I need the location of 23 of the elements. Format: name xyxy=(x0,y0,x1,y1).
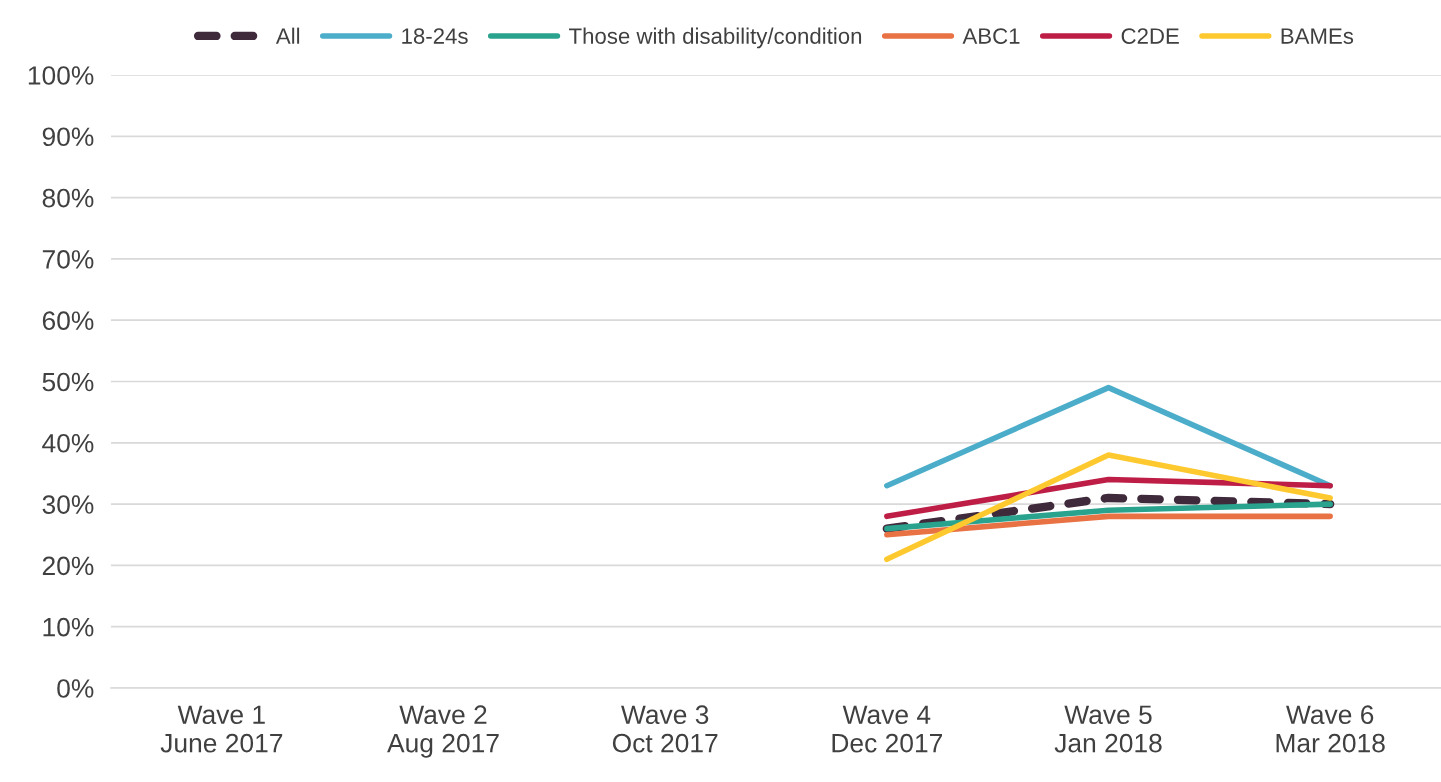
x-tick-label: Wave 5 Jan 2018 xyxy=(1054,705,1162,753)
x-tick-label: Wave 3 Oct 2017 xyxy=(612,705,718,753)
legend-label: BAMEs xyxy=(1281,28,1354,44)
y-tick-label: 90% xyxy=(42,127,94,147)
y-tick-label: 20% xyxy=(42,556,94,576)
x-tick-label: Wave 2 Aug 2017 xyxy=(387,705,499,758)
y-tick-label: 60% xyxy=(42,311,94,331)
y-tick-label: 80% xyxy=(42,188,94,208)
legend-label: Those with disability/condition xyxy=(569,27,862,49)
x-tick-label: Wave 1 June 2017 xyxy=(160,705,283,753)
legend-label: C2DE xyxy=(1121,28,1179,44)
y-tick-label: 0% xyxy=(57,679,94,698)
y-tick-label: 50% xyxy=(42,372,94,392)
y-tick-label: 70% xyxy=(42,250,94,269)
y-tick-label: 100% xyxy=(28,66,94,85)
legend-label: ABC1 xyxy=(962,28,1020,44)
x-tick-label: Wave 4 Dec 2017 xyxy=(832,705,942,753)
y-tick-label: 30% xyxy=(42,495,94,514)
y-tick-label: 10% xyxy=(43,617,94,637)
x-tick-label: Wave 6 Mar 2018 xyxy=(1276,705,1385,753)
legend-label: All xyxy=(275,27,300,44)
legend-label: 18-24s xyxy=(402,28,468,44)
y-tick-label: 40% xyxy=(42,433,94,453)
